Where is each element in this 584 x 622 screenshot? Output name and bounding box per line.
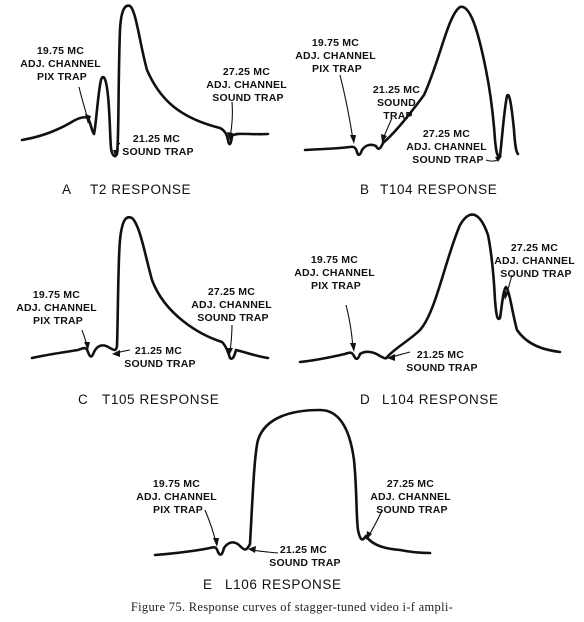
response-curve-e [153,408,432,557]
panel-c: 19.75 MC ADJ. CHANNEL PIX TRAP 21.25 MC … [16,215,275,407]
panel-c-letter: C [78,392,88,407]
label-c-adj-sound-trap: 27.25 MC ADJ. CHANNEL SOUND TRAP [191,286,275,324]
panel-a-title: T2 RESPONSE [90,182,191,197]
arrow-c-adj-sound-trap [227,324,233,356]
svg-text:D L104 RESPONSE: D L104 RESPONSE [360,392,499,407]
label-d-adj-sound-trap: 27.25 MC ADJ. CHANNEL SOUND TRAP [494,242,578,280]
svg-text:A T2 RESPONSE: A T2 RESPONSE [62,182,191,197]
arrow-d-sound-trap [387,351,411,361]
label-d-pix-trap: 19.75 MC ADJ. CHANNEL PIX TRAP [294,254,378,292]
panel-c-title: T105 RESPONSE [102,392,219,407]
label-e-pix-trap: 19.75 MC ADJ. CHANNEL PIX TRAP [136,478,220,516]
panel-e-letter: E [203,577,213,592]
arrow-e-sound-trap [248,546,279,554]
panel-b: 19.75 MC ADJ. CHANNEL PIX TRAP 21.25 MC … [295,5,520,197]
panel-b-title: T104 RESPONSE [380,182,497,197]
arrow-c-pix-trap [81,329,90,350]
label-b-pix-trap: 19.75 MC ADJ. CHANNEL PIX TRAP [295,37,379,75]
arrow-b-sound-trap [381,117,393,143]
arrow-a-adj-sound-trap [227,101,233,141]
label-a-pix-trap: 19.75 MC ADJ. CHANNEL PIX TRAP [20,45,104,83]
response-curve-a [20,4,270,158]
arrow-e-pix-trap [204,509,219,547]
arrow-d-adj-sound-trap [503,274,513,300]
response-curve-c [30,215,270,360]
panel-e-title: L106 RESPONSE [225,577,342,592]
label-d-sound-trap: 21.25 MC SOUND TRAP [406,349,477,374]
panel-d-title: L104 RESPONSE [382,392,499,407]
label-a-sound-trap: 21.25 MC SOUND TRAP [122,133,193,158]
arrow-b-pix-trap [339,74,356,144]
panel-e: 19.75 MC ADJ. CHANNEL PIX TRAP 21.25 MC … [136,408,454,592]
panel-b-letter: B [360,182,370,197]
label-b-sound-trap: 21.25 MC SOUND TRAP [373,84,423,122]
response-curve-d [298,213,562,364]
arrow-c-sound-trap [112,349,131,357]
svg-text:C T105 RESPONSE: C T105 RESPONSE [78,392,219,407]
label-a-adj-sound-trap: 27.25 MC ADJ. CHANNEL SOUND TRAP [206,66,290,104]
panel-d-letter: D [360,392,370,407]
label-e-adj-sound-trap: 27.25 MC ADJ. CHANNEL SOUND TRAP [370,478,454,516]
arrow-d-pix-trap [345,304,356,352]
arrow-a-sound-trap [113,142,121,158]
label-b-adj-sound-trap: 27.25 MC ADJ. CHANNEL SOUND TRAP [406,128,490,166]
svg-text:B T104 RESPONSE: B T104 RESPONSE [360,182,497,197]
arrow-b-adj-sound-trap [485,156,502,162]
panel-a: 19.75 MC ADJ. CHANNEL PIX TRAP 21.25 MC … [20,4,290,197]
arrow-a-pix-trap [78,86,91,124]
panel-d: 19.75 MC ADJ. CHANNEL PIX TRAP 21.25 MC … [294,213,578,407]
panel-a-letter: A [62,182,71,197]
svg-text:E L106 RESPONSE: E L106 RESPONSE [203,577,342,592]
response-curve-b [303,5,520,158]
arrow-e-adj-sound-trap [366,509,383,540]
figure-caption: Figure 75. Response curves of stagger-tu… [130,600,454,614]
label-c-sound-trap: 21.25 MC SOUND TRAP [124,345,195,370]
label-e-sound-trap: 21.25 MC SOUND TRAP [269,544,340,569]
label-c-pix-trap: 19.75 MC ADJ. CHANNEL PIX TRAP [16,289,100,327]
